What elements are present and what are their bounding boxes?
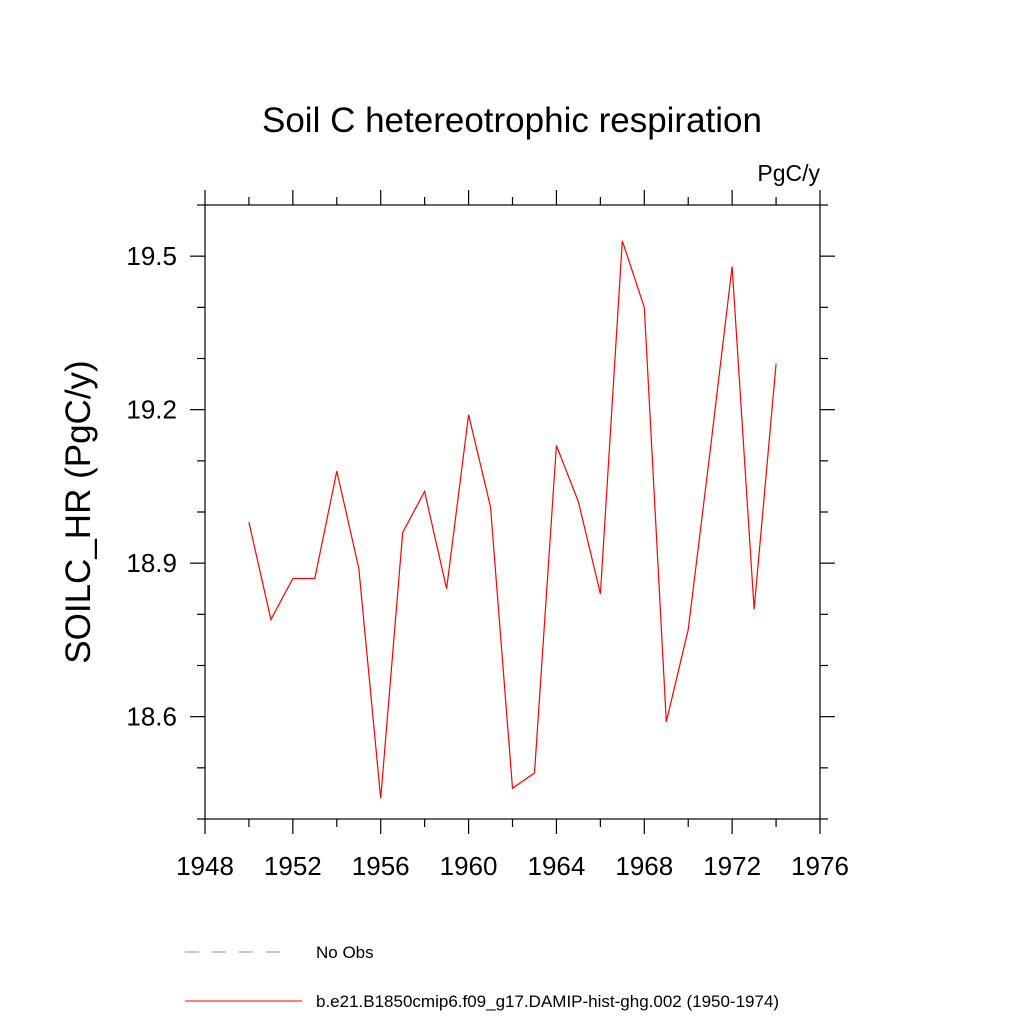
x-tick-label: 1948 <box>176 851 234 881</box>
y-tick-label: 18.9 <box>126 548 177 578</box>
plot-frame <box>204 204 821 820</box>
y-tick-label: 18.6 <box>126 702 177 732</box>
y-tick-label: 19.5 <box>126 241 177 271</box>
x-tick-label: 1956 <box>352 851 410 881</box>
y-axis-label: SOILC_HR (PgC/y) <box>59 360 98 663</box>
units-label: PgC/y <box>757 160 820 186</box>
x-tick-label: 1968 <box>615 851 673 881</box>
chart-title: Soil C hetereotrophic respiration <box>262 101 762 140</box>
y-tick-label: 19.2 <box>126 395 177 425</box>
legend-label: b.e21.B1850cmip6.f09_g17.DAMIP-hist-ghg.… <box>316 992 779 1011</box>
legend-label: No Obs <box>316 943 374 962</box>
series-line <box>248 240 777 799</box>
x-tick-label: 1952 <box>264 851 322 881</box>
x-tick-label: 1960 <box>440 851 498 881</box>
x-tick-label: 1964 <box>528 851 586 881</box>
x-tick-label: 1972 <box>703 851 761 881</box>
x-tick-label: 1976 <box>791 851 849 881</box>
